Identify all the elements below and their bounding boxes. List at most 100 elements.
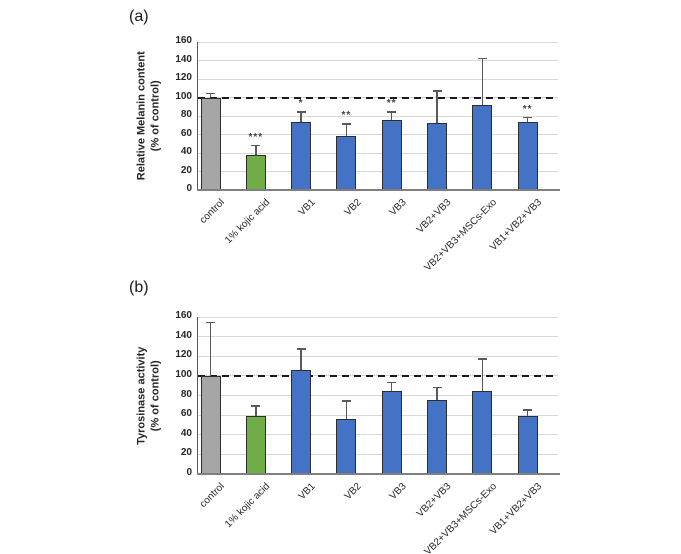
bar-vb1-vb2-vb3: [517, 416, 538, 474]
error-bar-cap-vb3: [387, 381, 397, 384]
error-bar-stem-1-kojic-acid: [255, 145, 257, 155]
bar-control: [200, 375, 221, 474]
y-tick-label-60: 60: [180, 127, 192, 139]
error-bar-cap-vb1-vb2-vb3: [523, 409, 533, 411]
error-bar-cap-vb2-vb3: [432, 386, 442, 389]
y-axis-line: [196, 42, 198, 190]
y-tick-label-100: 100: [175, 90, 192, 102]
bar-vb1: [291, 121, 312, 190]
bar-vb2-vb3-mscs-exo: [472, 390, 493, 474]
bar-vb3: [381, 390, 402, 474]
y-tick-label-40: 40: [180, 146, 192, 157]
y-tick-label-120: 120: [175, 349, 192, 361]
y-tick-label-80: 80: [180, 109, 192, 120]
gridline-80: [198, 395, 558, 396]
reference-line-100: [198, 96, 558, 99]
panel-b-label: (b): [129, 279, 149, 296]
reference-line-100: [198, 374, 558, 377]
bar-vb2: [336, 419, 357, 474]
gridline-140: [198, 336, 558, 338]
gridline-160: [198, 316, 558, 318]
bar-vb2-vb3: [427, 123, 447, 190]
error-bar-stem-vb2: [345, 124, 348, 137]
error-bar-stem-control: [209, 322, 212, 376]
bar-vb2: [336, 136, 357, 190]
bar-vb3: [381, 119, 402, 190]
bar-vb2-vb3-mscs-exo: [472, 104, 493, 190]
error-bar-cap-vb2-vb3-mscs-exo: [477, 57, 487, 60]
bar-control: [200, 97, 221, 190]
error-bar-cap-control: [206, 321, 215, 324]
error-bar-stem-vb1-vb2-vb3: [526, 117, 529, 123]
gridline-40: [198, 152, 558, 154]
significance-marker-vb1: *: [298, 98, 304, 110]
error-bar-cap-vb1: [296, 348, 306, 350]
y-tick-label-0: 0: [186, 183, 192, 194]
bar-vb1: [291, 369, 312, 474]
y-tick-label-80: 80: [180, 388, 192, 400]
gridline-20: [198, 171, 558, 172]
y-axis-line: [196, 317, 198, 474]
x-category-label-control: control: [198, 481, 228, 511]
panel-a-label: (a): [129, 8, 149, 25]
y-tick-label-20: 20: [180, 447, 192, 459]
gridline-120: [198, 355, 558, 357]
error-bar-stem-vb2-vb3-mscs-exo: [481, 359, 484, 391]
x-axis-line: [196, 473, 560, 475]
significance-marker-vb2: **: [341, 110, 352, 122]
gridline-140: [198, 60, 558, 61]
gridline-60: [198, 414, 558, 416]
error-bar-stem-vb2-vb3: [436, 91, 438, 124]
x-category-label-vb2-vb3: VB2+VB3: [415, 481, 454, 520]
error-bar-stem-vb1-vb2-vb3: [526, 410, 529, 417]
x-category-label-vb2: VB2: [342, 481, 364, 503]
error-bar-cap-vb1: [296, 111, 306, 113]
error-bar-cap-vb2: [341, 123, 351, 125]
error-bar-cap-1-kojic-acid: [251, 144, 261, 147]
bar-1-kojic-acid: [245, 416, 266, 474]
y-tick-label-160: 160: [175, 35, 192, 46]
error-bar-stem-vb2-vb3: [436, 387, 438, 401]
y-tick-label-160: 160: [175, 310, 192, 321]
bar-1-kojic-acid: [245, 154, 266, 190]
gridline-80: [198, 115, 558, 117]
y-tick-label-0: 0: [186, 467, 192, 478]
gridline-60: [198, 134, 558, 135]
gridline-120: [198, 78, 558, 80]
y-tick-label-140: 140: [175, 329, 192, 341]
error-bar-stem-1-kojic-acid: [255, 406, 257, 417]
error-bar-cap-vb2-vb3-mscs-exo: [477, 358, 487, 360]
significance-marker-vb3: **: [386, 98, 397, 110]
bar-vb2-vb3: [427, 400, 447, 474]
y-tick-label-140: 140: [175, 53, 192, 65]
y-tick-label-120: 120: [175, 72, 192, 83]
bar-vb1-vb2-vb3: [517, 122, 538, 190]
gridline-160: [198, 41, 558, 43]
error-bar-cap-vb3: [387, 111, 397, 113]
significance-marker-vb1-vb2-vb3: **: [522, 103, 533, 115]
error-bar-cap-vb2-vb3: [432, 90, 442, 92]
error-bar-stem-vb2-vb3-mscs-exo: [481, 58, 484, 105]
x-category-label-1-kojic-acid: 1% kojic acid: [223, 481, 273, 531]
error-bar-stem-control: [209, 93, 212, 98]
gridline-40: [198, 434, 558, 436]
error-bar-stem-vb2: [345, 401, 348, 420]
error-bar-stem-vb1: [300, 112, 302, 122]
x-axis-line: [196, 189, 560, 191]
x-category-label-vb1: VB1: [296, 481, 318, 503]
error-bar-cap-vb2: [341, 400, 351, 402]
error-bar-cap-1-kojic-acid: [251, 405, 261, 407]
error-bar-cap-vb1-vb2-vb3: [523, 116, 533, 119]
significance-marker-1-kojic-acid: ***: [248, 131, 264, 143]
gridline-20: [198, 453, 558, 455]
error-bar-stem-vb3: [390, 382, 393, 391]
y-tick-label-100: 100: [175, 368, 192, 380]
y-tick-label-20: 20: [180, 164, 192, 176]
error-bar-cap-control: [206, 92, 215, 95]
error-bar-stem-vb3: [390, 112, 393, 120]
y-tick-label-60: 60: [180, 408, 192, 420]
x-category-label-vb3: VB3: [387, 481, 409, 503]
